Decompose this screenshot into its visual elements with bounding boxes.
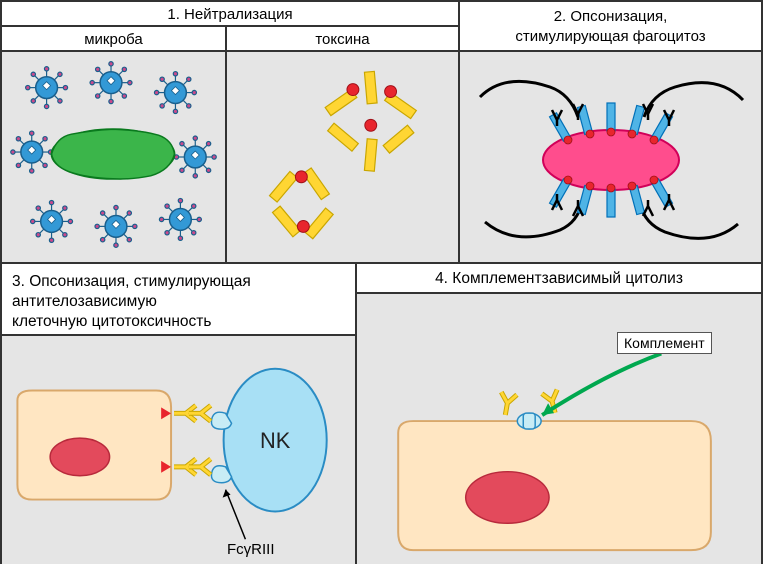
adcc-svg: NK xyxy=(2,336,355,564)
panel4-title: 4. Комплементзависимый цитолиз xyxy=(357,264,761,294)
panel2-title-l1: 2. Опсонизация, xyxy=(554,8,668,25)
panel2-title-l2: стимулирующая фагоцитоз xyxy=(515,28,705,45)
panel3-title: 3. Опсонизация, стимулирующая антителоза… xyxy=(2,264,355,336)
panel3-content: NK xyxy=(2,336,355,564)
panel1-content xyxy=(2,52,458,262)
fc-receptor-label: FcγRIII xyxy=(227,541,275,558)
panel1-toxin-area xyxy=(227,52,458,262)
microbe-neutralization-svg xyxy=(2,52,225,262)
panel-opsonization-phagocytosis: 2. Опсонизация, стимулирующая фагоцитоз xyxy=(460,2,761,262)
panel-adcc: 3. Опсонизация, стимулирующая антителоза… xyxy=(2,264,357,564)
toxin-neutralization-svg xyxy=(227,52,458,262)
diagram-wrapper: 1. Нейтрализация микроба токсина xyxy=(0,0,763,564)
phagocytosis-svg xyxy=(460,52,761,262)
nk-label: NK xyxy=(260,428,291,453)
panel3-title-l1: 3. Опсонизация, стимулирующая xyxy=(12,273,251,290)
panel4-content: Комплемент xyxy=(357,294,761,564)
complement-label: Комплемент xyxy=(617,332,712,354)
panel1-sub-toxin: токсина xyxy=(227,27,458,50)
row-top: 1. Нейтрализация микроба токсина xyxy=(2,2,761,262)
panel2-content xyxy=(460,52,761,262)
panel-complement-cytolysis: 4. Комплементзависимый цитолиз xyxy=(357,264,761,564)
panel1-subheader-row: микроба токсина xyxy=(2,27,458,52)
panel3-title-l2: антителозависимую xyxy=(12,293,157,310)
panel-neutralization: 1. Нейтрализация микроба токсина xyxy=(2,2,460,262)
panel1-sub-microbe: микроба xyxy=(2,27,227,50)
panel1-microbe-area xyxy=(2,52,227,262)
row-bottom: 3. Опсонизация, стимулирующая антителоза… xyxy=(2,262,761,564)
panel1-title: 1. Нейтрализация xyxy=(2,2,458,27)
panel2-title: 2. Опсонизация, стимулирующая фагоцитоз xyxy=(460,2,761,52)
panel3-title-l3: клеточную цитотоксичность xyxy=(12,313,211,330)
